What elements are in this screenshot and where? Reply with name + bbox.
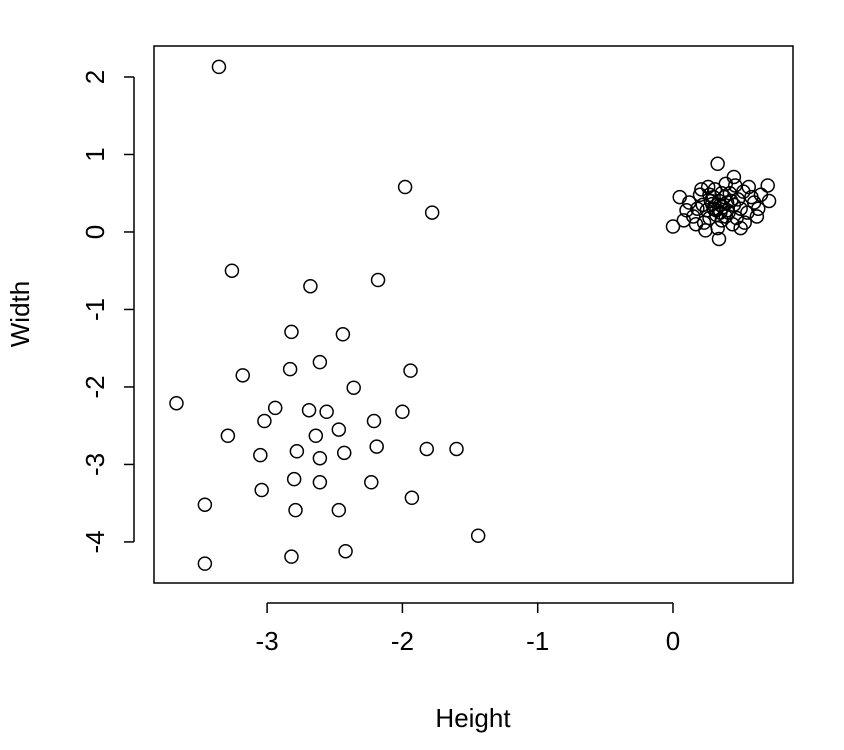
x-axis-label: Height — [435, 703, 511, 733]
point — [719, 195, 735, 210]
y-tick-label: -1 — [80, 298, 110, 321]
y-tick-label: -4 — [80, 530, 110, 553]
point — [679, 203, 694, 218]
point — [169, 395, 184, 411]
point — [672, 189, 688, 205]
point — [364, 475, 379, 490]
point — [197, 556, 213, 571]
point — [397, 179, 413, 195]
point — [692, 187, 708, 203]
point — [336, 445, 352, 461]
point — [312, 475, 328, 490]
point — [395, 404, 410, 419]
point — [197, 497, 213, 512]
point — [338, 543, 353, 559]
point — [718, 176, 734, 192]
point — [665, 219, 681, 234]
y-tick-label: 1 — [80, 147, 110, 161]
point — [370, 272, 386, 288]
point — [288, 502, 303, 518]
point — [424, 205, 440, 220]
point — [284, 324, 299, 340]
y-tick-label: 0 — [80, 225, 110, 239]
point — [733, 220, 748, 236]
point — [253, 447, 268, 463]
point — [331, 422, 347, 437]
x-tick-label: -1 — [526, 626, 549, 656]
point — [346, 380, 361, 395]
y-tick-label: -3 — [80, 453, 110, 476]
point — [404, 490, 420, 506]
point — [688, 216, 704, 232]
x-tick-label: -2 — [391, 626, 414, 656]
x-tick-label: -3 — [256, 626, 279, 656]
point — [760, 178, 775, 193]
point — [369, 439, 384, 454]
y-axis-label: Width — [5, 281, 35, 347]
point — [257, 413, 272, 429]
point — [335, 327, 351, 342]
point — [710, 156, 725, 172]
point — [254, 482, 269, 498]
y-tick-label: -2 — [80, 375, 110, 398]
x-tick-label: 0 — [666, 626, 680, 656]
point — [224, 263, 240, 278]
point — [681, 195, 697, 210]
point — [729, 210, 744, 226]
point — [403, 363, 418, 378]
point — [308, 428, 324, 444]
point — [282, 361, 298, 377]
point — [289, 444, 305, 459]
point — [312, 354, 328, 370]
plot-box — [153, 45, 794, 584]
point — [730, 192, 746, 207]
point — [711, 231, 727, 247]
point — [702, 187, 717, 203]
point — [419, 441, 435, 457]
y-tick-label: 2 — [80, 70, 110, 84]
point — [698, 223, 713, 238]
point — [470, 528, 486, 543]
point — [312, 450, 328, 466]
point — [694, 182, 709, 197]
point — [220, 428, 236, 444]
point — [303, 278, 318, 294]
point — [744, 189, 759, 205]
point — [727, 178, 743, 193]
point — [319, 404, 334, 419]
point — [750, 201, 766, 216]
point — [749, 209, 765, 224]
point — [286, 471, 302, 487]
point — [696, 215, 712, 230]
point — [753, 187, 769, 203]
point — [301, 402, 317, 418]
point — [267, 400, 283, 416]
point — [211, 59, 227, 75]
point — [366, 413, 382, 429]
point — [713, 205, 728, 220]
point — [331, 502, 347, 518]
point — [676, 213, 692, 228]
point — [235, 368, 251, 383]
point — [449, 441, 464, 457]
point — [284, 549, 299, 564]
